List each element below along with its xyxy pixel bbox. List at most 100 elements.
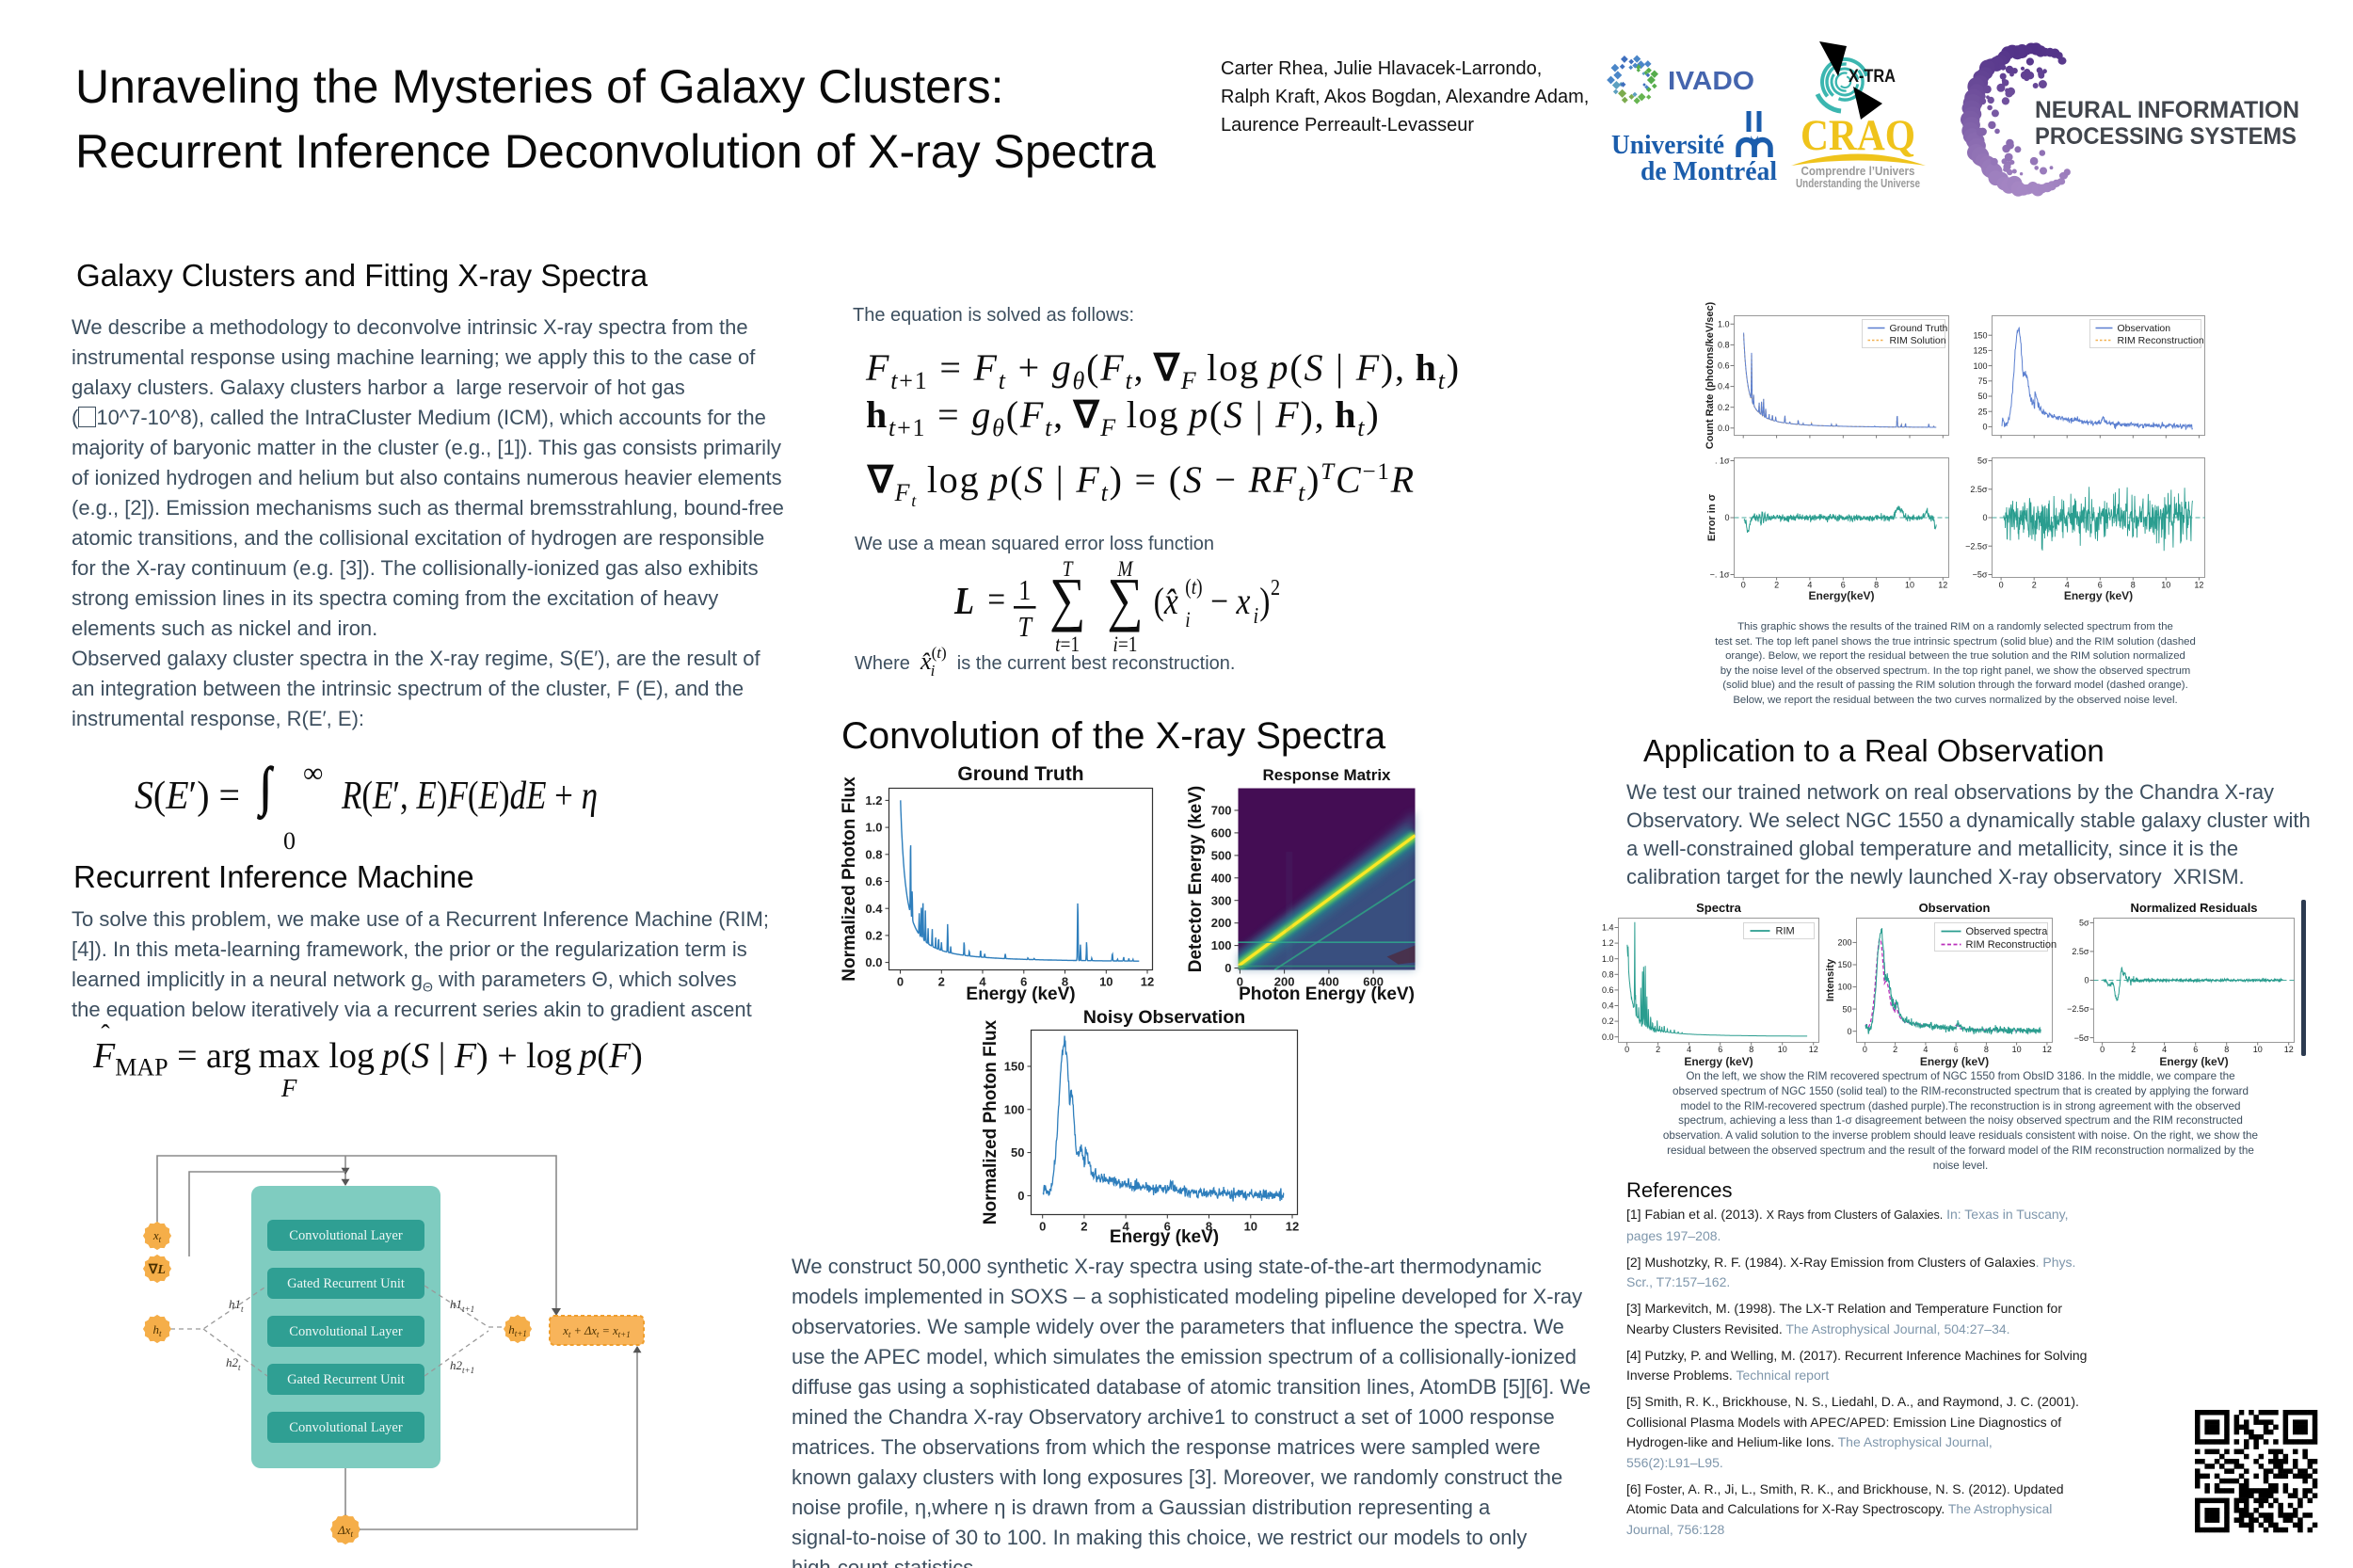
svg-text:150: 150 bbox=[1004, 1060, 1025, 1074]
svg-text:xt + Δxt = xt+1: xt + Δxt = xt+1 bbox=[562, 1324, 630, 1339]
svg-text:Photon Energy (keV): Photon Energy (keV) bbox=[1239, 984, 1415, 1004]
svg-text:i: i bbox=[1254, 602, 1259, 628]
svg-text:Response Matrix: Response Matrix bbox=[1262, 766, 1391, 784]
svg-text:1.0: 1.0 bbox=[1718, 320, 1730, 329]
svg-text:NEURAL INFORMATION: NEURAL INFORMATION bbox=[2035, 97, 2299, 123]
svg-text:Error in σ: Error in σ bbox=[1706, 493, 1718, 541]
svg-text:∑: ∑ bbox=[1107, 566, 1143, 632]
svg-text:IVADO: IVADO bbox=[1668, 66, 1754, 95]
svg-text:h1t+1: h1t+1 bbox=[450, 1297, 474, 1314]
svg-text:0: 0 bbox=[1982, 423, 1987, 432]
svg-text:2.5σ: 2.5σ bbox=[1970, 485, 1988, 494]
svg-text:T: T bbox=[1063, 556, 1075, 581]
svg-text:2: 2 bbox=[2131, 1045, 2136, 1054]
svg-text:Convolutional Layer: Convolutional Layer bbox=[289, 1420, 403, 1435]
svg-text:∇L: ∇L bbox=[148, 1263, 166, 1277]
svg-text:0: 0 bbox=[1017, 1189, 1024, 1203]
svg-text:700: 700 bbox=[1211, 804, 1232, 818]
svg-text:−2.5σ: −2.5σ bbox=[1965, 541, 1988, 551]
svg-text:2: 2 bbox=[1271, 574, 1280, 600]
svg-text:T: T bbox=[1018, 611, 1033, 644]
svg-text:0.8: 0.8 bbox=[1602, 969, 1614, 979]
svg-text:Normalized Residuals: Normalized Residuals bbox=[2130, 901, 2257, 915]
svg-text:2: 2 bbox=[1080, 1220, 1087, 1234]
svg-text:10: 10 bbox=[1905, 581, 1914, 590]
svg-text:50: 50 bbox=[1977, 392, 1987, 401]
svg-text:8: 8 bbox=[1062, 975, 1068, 989]
svg-text:600: 600 bbox=[1363, 975, 1384, 989]
svg-text:−5σ: −5σ bbox=[1973, 570, 1988, 580]
svg-text:h2t: h2t bbox=[226, 1355, 241, 1372]
svg-text:12: 12 bbox=[2194, 581, 2203, 590]
svg-text:PROCESSING SYSTEMS: PROCESSING SYSTEMS bbox=[2035, 123, 2297, 150]
svg-text:10: 10 bbox=[2161, 581, 2170, 590]
svg-text:12: 12 bbox=[1809, 1045, 1818, 1054]
svg-text:Energy (keV): Energy (keV) bbox=[1920, 1055, 1989, 1068]
svg-text:10: 10 bbox=[1778, 1045, 1787, 1054]
svg-text:1.0: 1.0 bbox=[1602, 954, 1614, 964]
svg-text:2.5σ: 2.5σ bbox=[2072, 947, 2089, 956]
svg-text:8: 8 bbox=[1749, 1045, 1753, 1054]
svg-text:Observation: Observation bbox=[2118, 323, 2171, 334]
svg-text:0: 0 bbox=[1982, 513, 1987, 522]
svg-text:2: 2 bbox=[1774, 581, 1779, 590]
svg-text:Observation: Observation bbox=[1919, 901, 1991, 915]
svg-text:1.2: 1.2 bbox=[1602, 938, 1614, 948]
svg-text:Spectra: Spectra bbox=[1696, 901, 1741, 915]
svg-text:10: 10 bbox=[2253, 1045, 2263, 1054]
svg-text:125: 125 bbox=[1973, 346, 1987, 356]
svg-text:Δxt: Δxt bbox=[337, 1523, 353, 1539]
svg-text:(t): (t) bbox=[1185, 574, 1202, 599]
svg-text:8: 8 bbox=[1874, 581, 1879, 590]
svg-text:Energy (keV): Energy (keV) bbox=[1110, 1227, 1219, 1247]
svg-text:Energy (keV): Energy (keV) bbox=[966, 984, 1075, 1004]
svg-text:200: 200 bbox=[1211, 916, 1232, 930]
svg-text:∑: ∑ bbox=[1049, 566, 1085, 632]
svg-text:0.2: 0.2 bbox=[865, 929, 882, 943]
svg-text:12: 12 bbox=[2284, 1045, 2294, 1054]
svg-text:5σ: 5σ bbox=[1977, 456, 1988, 466]
svg-text:. 1σ: . 1σ bbox=[1715, 456, 1730, 466]
svg-text:8: 8 bbox=[2224, 1045, 2229, 1054]
svg-text:6: 6 bbox=[2098, 581, 2103, 590]
svg-text:25: 25 bbox=[1977, 407, 1987, 416]
svg-text:0.6: 0.6 bbox=[1718, 361, 1730, 371]
svg-text:i=1: i=1 bbox=[1112, 632, 1137, 656]
svg-text:0.8: 0.8 bbox=[1718, 341, 1730, 350]
svg-text:L: L bbox=[953, 580, 974, 622]
svg-text:4: 4 bbox=[1687, 1045, 1691, 1054]
svg-text:1.4: 1.4 bbox=[1602, 923, 1614, 933]
svg-text:0: 0 bbox=[897, 975, 904, 989]
svg-text:0: 0 bbox=[283, 827, 296, 855]
svg-text:0.6: 0.6 bbox=[865, 874, 882, 888]
svg-text:Understanding the Universe: Understanding the Universe bbox=[1796, 176, 1920, 190]
svg-text:0.2: 0.2 bbox=[1602, 1016, 1614, 1026]
svg-text:0: 0 bbox=[1999, 581, 2004, 590]
svg-text:10: 10 bbox=[2012, 1045, 2022, 1054]
svg-text:(x̂: (x̂ bbox=[1154, 580, 1179, 622]
svg-text:6: 6 bbox=[1718, 1045, 1722, 1054]
svg-text:0: 0 bbox=[1847, 1027, 1851, 1036]
svg-text:6: 6 bbox=[1954, 1045, 1959, 1054]
svg-text:0.4: 0.4 bbox=[865, 902, 883, 916]
svg-text:RIM Solution: RIM Solution bbox=[1890, 335, 1946, 346]
svg-text:X-TRA: X-TRA bbox=[1849, 67, 1896, 87]
svg-text:0: 0 bbox=[1625, 1045, 1629, 1054]
svg-text:50: 50 bbox=[1842, 1004, 1851, 1014]
svg-text:Normalized Photon Flux: Normalized Photon Flux bbox=[981, 1019, 1000, 1224]
svg-text:8: 8 bbox=[1984, 1045, 1989, 1054]
svg-text:0: 0 bbox=[1724, 513, 1729, 522]
svg-text:12: 12 bbox=[2042, 1045, 2052, 1054]
svg-text:10: 10 bbox=[1099, 975, 1112, 989]
svg-text:Detector Energy (keV): Detector Energy (keV) bbox=[1186, 786, 1206, 973]
svg-text:0.0: 0.0 bbox=[1602, 1032, 1614, 1042]
svg-text:Gated Recurrent Unit: Gated Recurrent Unit bbox=[287, 1276, 405, 1291]
svg-text:6: 6 bbox=[1020, 975, 1027, 989]
svg-text:300: 300 bbox=[1211, 893, 1232, 907]
svg-text:0: 0 bbox=[1039, 1220, 1046, 1234]
svg-text:100: 100 bbox=[1004, 1102, 1025, 1116]
svg-text:500: 500 bbox=[1211, 848, 1232, 862]
svg-text:2: 2 bbox=[2032, 581, 2037, 590]
svg-text:12: 12 bbox=[1938, 581, 1947, 590]
svg-text:− x: − x bbox=[1210, 580, 1251, 621]
